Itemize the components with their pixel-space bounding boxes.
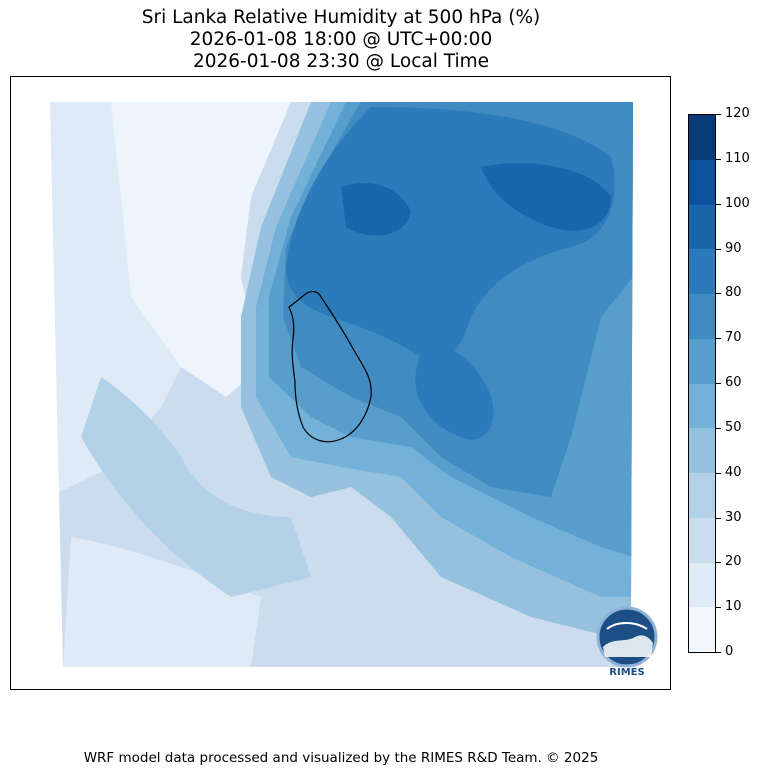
band-10-20-south bbox=[63, 537, 261, 667]
colorbar-segment bbox=[689, 472, 715, 518]
colorbar-tick-label: 0 bbox=[725, 644, 734, 659]
colorbar-tick-label: 30 bbox=[725, 510, 742, 525]
colorbar-tick-label: 60 bbox=[725, 375, 742, 390]
colorbar-segment bbox=[689, 248, 715, 294]
humidity-map: RIMES bbox=[50, 102, 658, 678]
colorbar-tick bbox=[716, 114, 721, 115]
map-subtitle-utc: 2026-01-08 18:00 @ UTC+00:00 bbox=[189, 29, 493, 50]
band-90-100-core-2 bbox=[341, 183, 411, 236]
rimes-logo-text: RIMES bbox=[609, 667, 644, 678]
colorbar-segment bbox=[689, 204, 715, 250]
colorbar-tick bbox=[716, 293, 721, 294]
band-80-90-east-core bbox=[415, 345, 494, 440]
colorbar-segment bbox=[689, 293, 715, 339]
colorbar-tick bbox=[716, 652, 721, 653]
band-30-40 bbox=[81, 377, 311, 597]
colorbar-tick-label: 50 bbox=[725, 420, 742, 435]
colorbar-segment bbox=[689, 383, 715, 429]
colorbar-segment bbox=[689, 517, 715, 563]
colorbar-tick bbox=[716, 159, 721, 160]
colorbar-tick-label: 70 bbox=[725, 330, 742, 345]
colorbar-tick bbox=[716, 607, 721, 608]
sri-lanka-coastline bbox=[288, 291, 372, 443]
colorbar-tick bbox=[716, 383, 721, 384]
colorbar-tick bbox=[716, 338, 721, 339]
map-title: Sri Lanka Relative Humidity at 500 hPa (… bbox=[141, 7, 541, 28]
colorbar-segment bbox=[689, 606, 715, 652]
colorbar-tick-label: 120 bbox=[725, 106, 750, 121]
colorbar-segment bbox=[689, 338, 715, 384]
map-frame: RIMES bbox=[10, 76, 671, 690]
colorbar-tick-label: 90 bbox=[725, 241, 742, 256]
colorbar-tick-label: 80 bbox=[725, 285, 742, 300]
colorbar-tick bbox=[716, 428, 721, 429]
colorbar-segment bbox=[689, 114, 715, 160]
colorbar-tick-label: 110 bbox=[725, 151, 750, 166]
band-90-100-core bbox=[481, 163, 611, 231]
map-subtitle-local: 2026-01-08 23:30 @ Local Time bbox=[192, 51, 490, 72]
colorbar-tick-label: 40 bbox=[725, 465, 742, 480]
colorbar-tick-label: 10 bbox=[725, 599, 742, 614]
colorbar bbox=[688, 114, 716, 653]
colorbar-tick-label: 20 bbox=[725, 554, 742, 569]
colorbar-tick-label: 100 bbox=[725, 196, 750, 211]
colorbar-segment bbox=[689, 159, 715, 205]
credit-line: WRF model data processed and visualized … bbox=[83, 750, 599, 766]
colorbar-tick bbox=[716, 562, 721, 563]
colorbar-segment bbox=[689, 427, 715, 473]
colorbar-tick bbox=[716, 249, 721, 250]
colorbar-segment bbox=[689, 562, 715, 608]
rimes-logo: RIMES bbox=[596, 606, 658, 678]
colorbar-tick bbox=[716, 473, 721, 474]
colorbar-tick bbox=[716, 518, 721, 519]
colorbar-tick bbox=[716, 204, 721, 205]
